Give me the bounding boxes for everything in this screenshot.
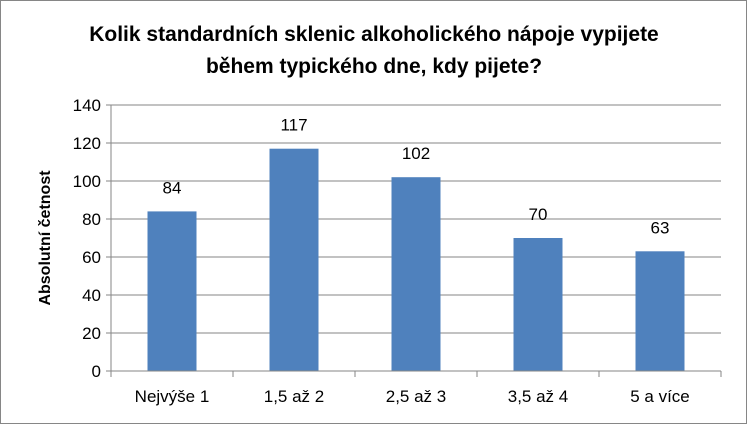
data-label: 117 [280,116,307,135]
y-tick-label: 20 [82,324,101,343]
chart-title: Kolik standardních sklenic alkoholického… [89,23,659,78]
y-tick-label: 40 [82,286,101,305]
y-tick-label: 140 [73,96,101,115]
y-tick-label: 80 [82,210,101,229]
x-category-label: 5 a více [630,387,690,406]
axes [110,105,722,377]
bars [147,148,685,371]
y-tick-label: 100 [73,172,101,191]
x-category-label: 2,5 až 3 [386,387,447,406]
y-tick-label: 120 [73,134,101,153]
bar [391,177,441,371]
x-category-label: 1,5 až 2 [264,387,325,406]
bar [513,238,563,371]
y-tick-label: 0 [92,362,101,381]
x-category-label: Nejvýše 1 [135,387,210,406]
y-axis-label: Absolutní četnost [37,170,54,306]
bar [269,148,319,371]
data-labels: 84 117 102 70 63 [163,116,670,238]
bar [635,251,685,371]
y-tick-labels: 0 20 40 60 80 100 120 140 [73,96,101,381]
data-label: 70 [529,205,548,224]
x-category-labels: Nejvýše 1 1,5 až 2 2,5 až 3 3,5 až 4 5 a víc… [135,387,690,406]
data-label: 84 [163,178,182,197]
data-label: 102 [402,144,430,163]
chart-title-line-2: během typického dne, kdy pijete? [206,55,542,78]
x-category-label: 3,5 až 4 [508,387,569,406]
y-tick-label: 60 [82,248,101,267]
chart-title-line-1: Kolik standardních sklenic alkoholického… [89,23,659,46]
data-label: 63 [651,218,670,237]
bar [147,211,197,371]
